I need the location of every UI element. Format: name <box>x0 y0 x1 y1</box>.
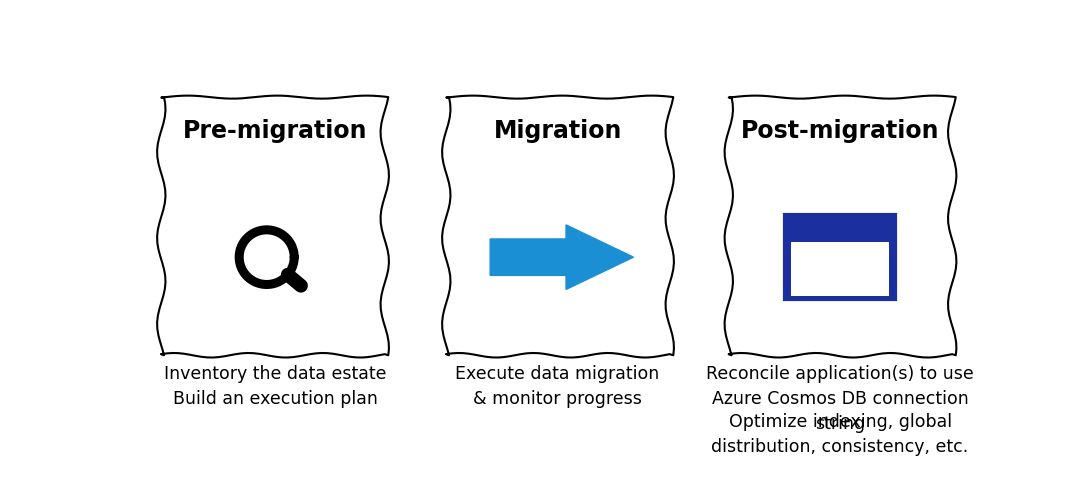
Text: Optimize indexing, global
distribution, consistency, etc.: Optimize indexing, global distribution, … <box>712 413 968 456</box>
Bar <box>786 215 894 299</box>
Text: Pre-migration: Pre-migration <box>183 119 368 143</box>
Text: Execute data migration
& monitor progress: Execute data migration & monitor progres… <box>456 365 659 408</box>
Bar <box>786 215 894 299</box>
Polygon shape <box>490 225 633 289</box>
Bar <box>791 242 889 296</box>
Text: Post-migration: Post-migration <box>741 119 939 143</box>
Text: Reconcile application(s) to use
Azure Cosmos DB connection
string: Reconcile application(s) to use Azure Co… <box>706 365 974 433</box>
Text: Inventory the data estate
Build an execution plan: Inventory the data estate Build an execu… <box>164 365 386 408</box>
Text: Migration: Migration <box>494 119 621 143</box>
